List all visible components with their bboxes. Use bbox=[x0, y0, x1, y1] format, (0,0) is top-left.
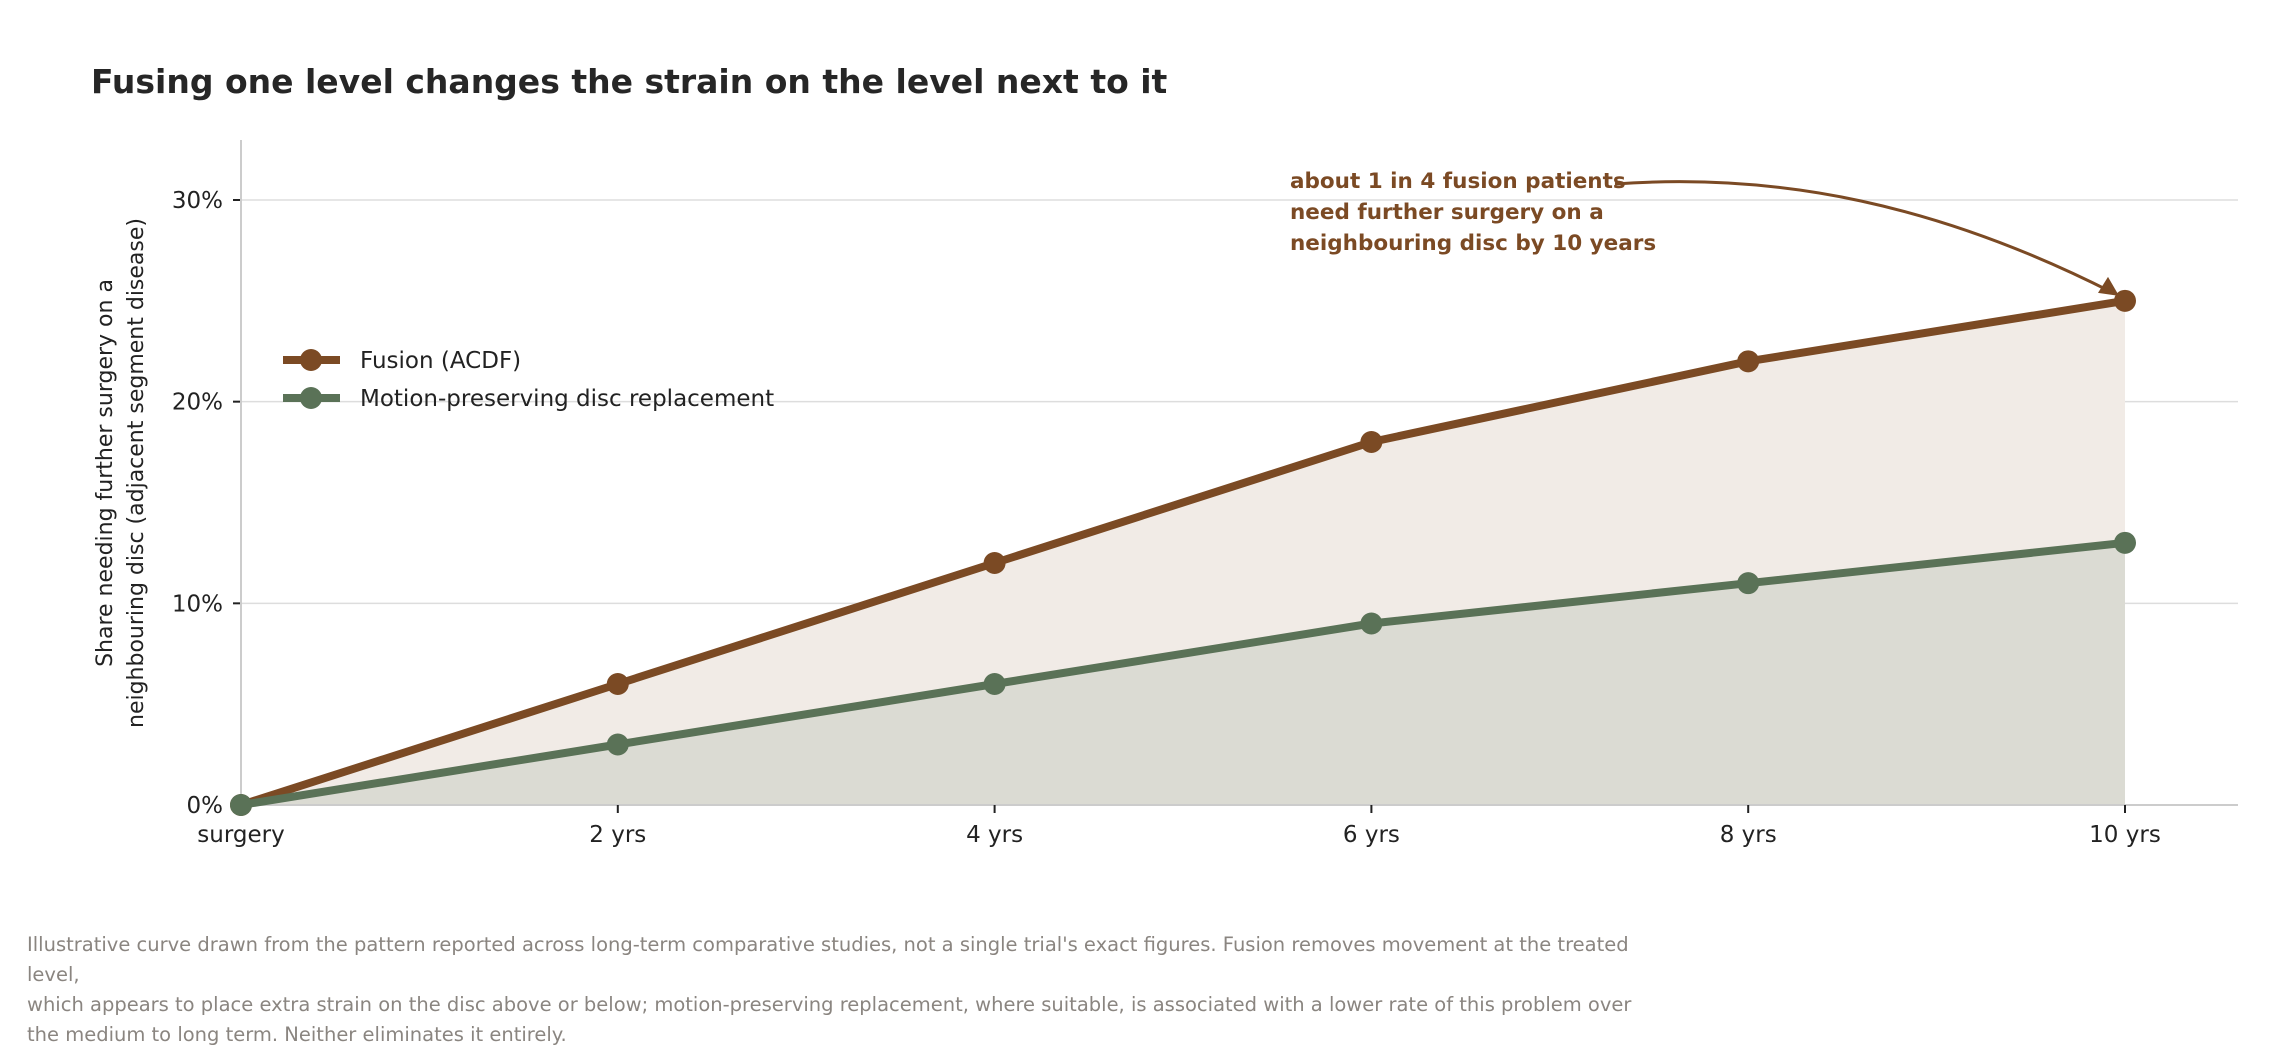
legend-swatch-marker bbox=[300, 349, 322, 371]
x-tick-label: surgery bbox=[197, 822, 284, 848]
annotation-line: about 1 in 4 fusion patients bbox=[1290, 169, 1626, 194]
data-point bbox=[1360, 612, 1383, 635]
chart-plot: 0% 10% 20% 30% surgery 2 yrs 4 yrs 6 yrs 8 yrs 10… bbox=[93, 140, 2238, 848]
y-axis-label-line: Share needing further surgery on a bbox=[93, 279, 118, 667]
annotation-line: need further surgery on a bbox=[1290, 200, 1604, 225]
x-tick-label: 2 yrs bbox=[589, 822, 646, 848]
annotation-arrowhead bbox=[2098, 276, 2119, 296]
legend-label: Fusion (ACDF) bbox=[360, 348, 521, 374]
x-tick-label: 4 yrs bbox=[966, 822, 1023, 848]
legend-label: Motion-preserving disc replacement bbox=[360, 386, 774, 412]
footnote-line: Illustrative curve drawn from the patter… bbox=[27, 933, 1629, 986]
x-tick-label: 6 yrs bbox=[1343, 822, 1400, 848]
x-tick-label: 10 yrs bbox=[2089, 822, 2161, 848]
annotation-line: neighbouring disc by 10 years bbox=[1290, 231, 1656, 256]
footnote: Illustrative curve drawn from the patter… bbox=[27, 930, 1647, 1050]
chart-title: Fusing one level changes the strain on t… bbox=[91, 62, 1168, 101]
data-point bbox=[230, 794, 252, 816]
y-tick-label: 10% bbox=[172, 591, 223, 617]
series-line-1 bbox=[237, 538, 2129, 809]
y-tick-label: 20% bbox=[172, 390, 223, 416]
data-point bbox=[983, 673, 1006, 695]
data-point bbox=[1737, 350, 1760, 373]
y-tick-label: 0% bbox=[187, 793, 224, 819]
x-tick-label: 8 yrs bbox=[1720, 822, 1777, 848]
legend-swatch-marker bbox=[300, 387, 322, 409]
y-axis-label-line: neighbouring disc (adjacent segment dise… bbox=[124, 218, 149, 728]
annotation-arrow bbox=[1614, 180, 2114, 295]
data-point bbox=[983, 552, 1006, 574]
data-point bbox=[1360, 431, 1383, 453]
data-point bbox=[2114, 289, 2136, 312]
data-point bbox=[1737, 572, 1760, 595]
footnote-line: the medium to long term. Neither elimina… bbox=[27, 1023, 567, 1046]
y-axis-label: Share needing further surgery on a neighb… bbox=[93, 218, 149, 728]
data-point bbox=[606, 673, 629, 695]
data-point bbox=[2114, 531, 2136, 554]
data-point bbox=[606, 733, 629, 756]
series-area-1 bbox=[241, 542, 2125, 805]
y-tick-label: 30% bbox=[172, 188, 223, 214]
footnote-line: which appears to place extra strain on t… bbox=[27, 993, 1632, 1016]
series-line-0 bbox=[237, 296, 2129, 809]
